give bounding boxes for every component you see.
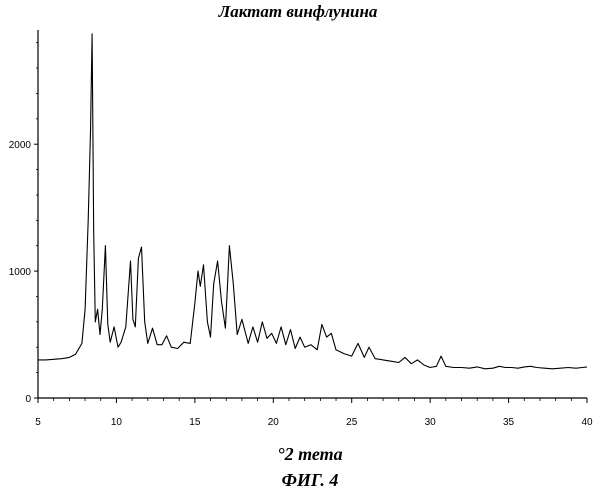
y-tick-label: 1000 — [9, 267, 32, 278]
x-tick-label: 40 — [581, 417, 593, 428]
figure-caption: ФИГ. 4 — [281, 470, 339, 490]
chart-title: Лактат винфлунина — [218, 2, 378, 21]
x-tick-label: 15 — [189, 417, 201, 428]
x-tick-label: 10 — [111, 417, 123, 428]
x-tick-label: 30 — [425, 417, 437, 428]
x-tick-label: 20 — [268, 417, 280, 428]
x-axis-label: °2 тета — [277, 444, 343, 464]
ticks: 5 10 15 20 25 30 35 40 0 1000 2000 — [9, 42, 593, 428]
series-line-0 — [38, 33, 588, 370]
series-group — [38, 33, 588, 370]
y-tick-label: 2000 — [9, 140, 32, 151]
x-tick-label: 25 — [346, 417, 358, 428]
y-tick-label: 0 — [25, 394, 31, 405]
x-tick-label: 5 — [35, 417, 41, 428]
x-tick-label: 35 — [503, 417, 515, 428]
axes — [37, 30, 587, 399]
